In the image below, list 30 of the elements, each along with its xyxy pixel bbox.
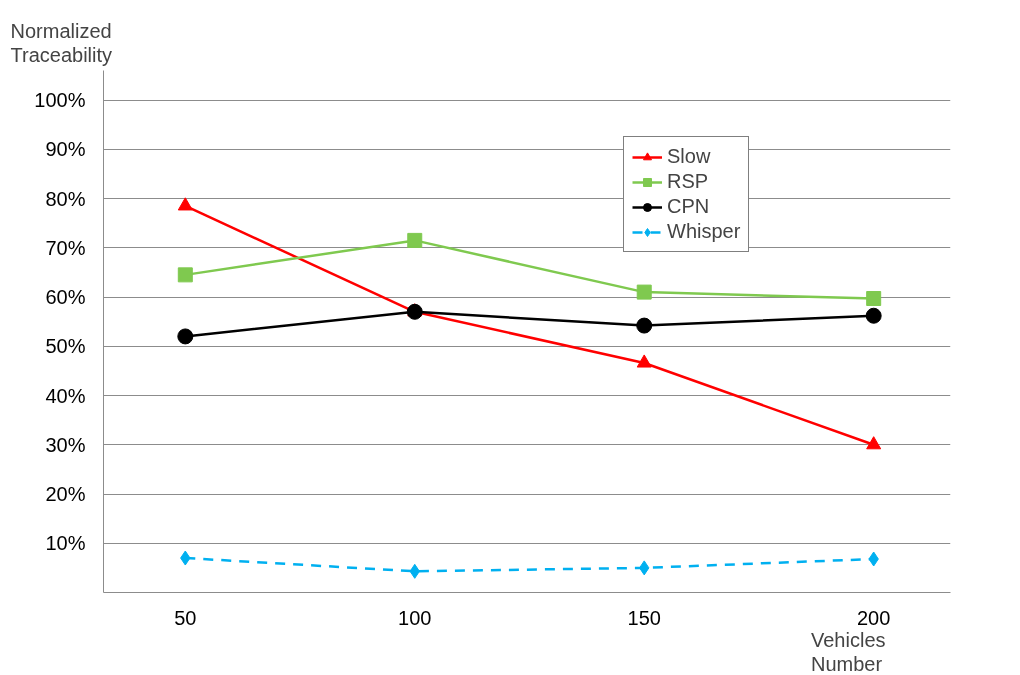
x-tick-label: 150 (627, 606, 661, 629)
point (177, 328, 194, 345)
y-tick-label: 90% (45, 138, 86, 161)
y-tick-label: 40% (45, 384, 86, 407)
y-tick-label: 20% (45, 483, 86, 506)
legend-label: Slow (667, 145, 711, 168)
y-tick-label: 30% (45, 433, 86, 456)
point (866, 436, 882, 450)
legend-label: Whisper (667, 220, 741, 243)
point (636, 354, 652, 368)
y-tick-label: 80% (45, 187, 86, 210)
point (636, 317, 653, 334)
point (407, 232, 423, 248)
legend-label: RSP (667, 170, 709, 193)
x-axis-title: Vehicles Number (811, 629, 886, 675)
point (866, 291, 882, 307)
y-tick-label: 50% (45, 335, 86, 358)
x-tick-label: 200 (857, 606, 891, 629)
y-tick-label: 70% (45, 236, 86, 259)
y-tick-label: 60% (45, 286, 86, 309)
point (636, 284, 652, 300)
point (177, 267, 193, 283)
y-tick-label: 10% (45, 532, 86, 555)
y-tick-label: 100% (34, 89, 86, 112)
point (177, 197, 193, 211)
x-tick-label: 100 (398, 606, 432, 629)
x-tick-label: 50 (174, 606, 197, 629)
y-axis-title: Normalized Traceability (10, 20, 113, 67)
point (865, 307, 882, 324)
legend-label: CPN (667, 195, 710, 218)
